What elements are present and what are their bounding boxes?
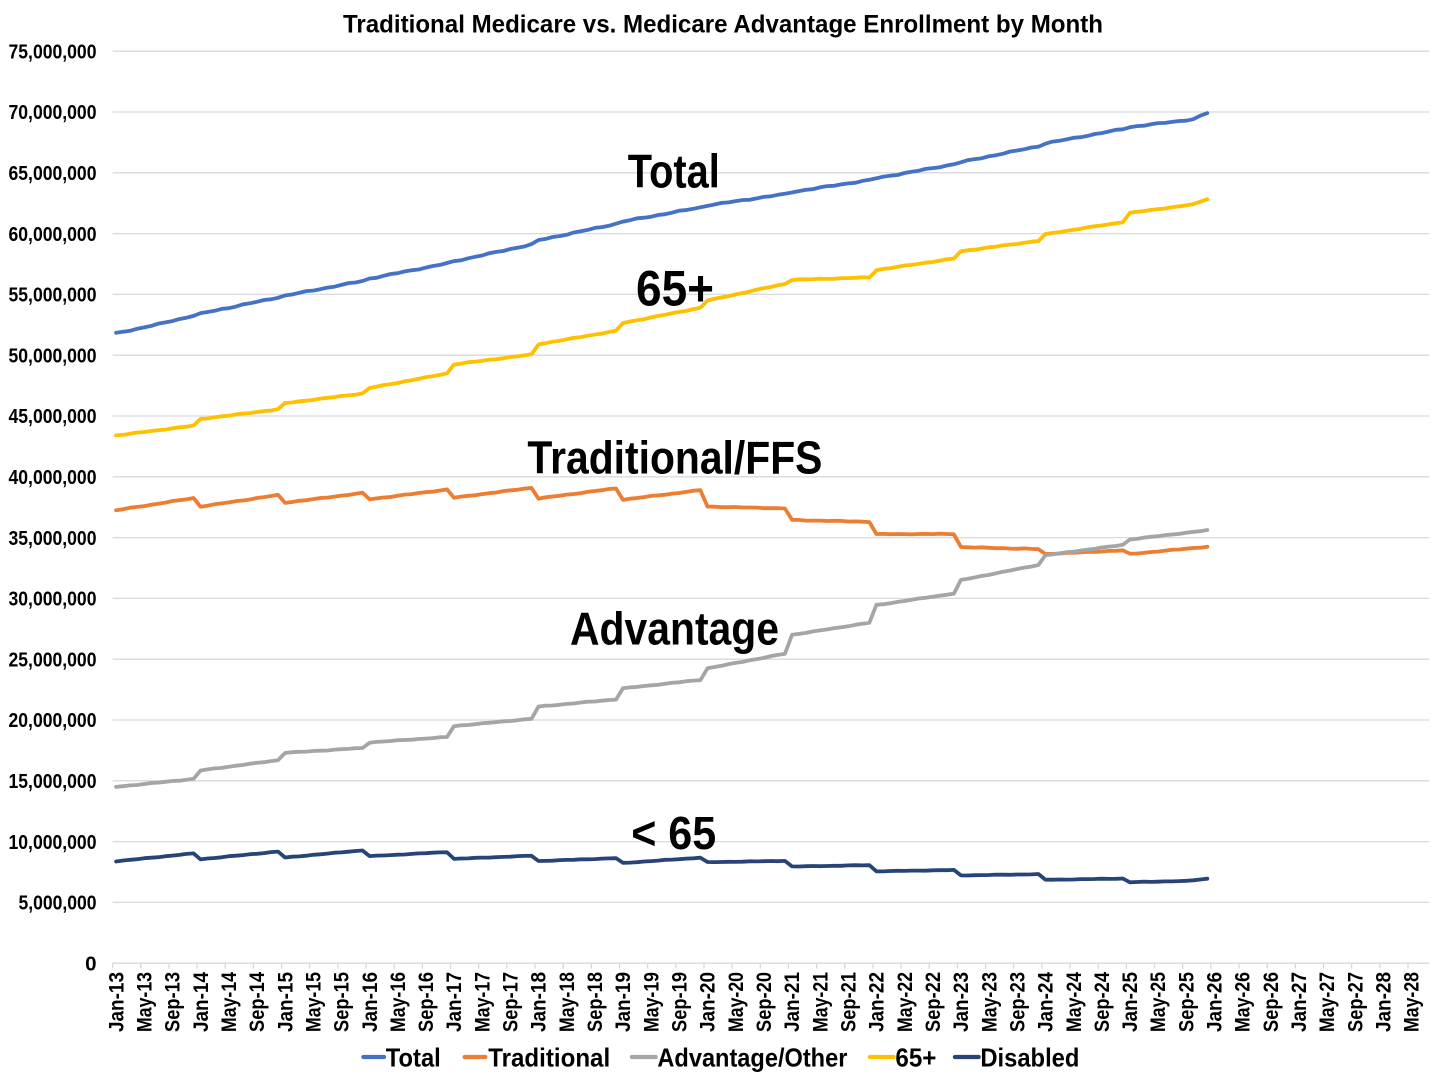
svg-text:May-22: May-22 bbox=[893, 972, 917, 1032]
svg-text:15,000,000: 15,000,000 bbox=[9, 770, 97, 793]
svg-text:Jan-25: Jan-25 bbox=[1118, 972, 1142, 1032]
svg-text:Advantage: Advantage bbox=[570, 603, 779, 655]
svg-text:Jan-13: Jan-13 bbox=[104, 972, 128, 1032]
svg-text:Sep-24: Sep-24 bbox=[1090, 972, 1114, 1032]
svg-text:Traditional: Traditional bbox=[488, 1043, 610, 1073]
svg-text:65+: 65+ bbox=[636, 260, 714, 316]
svg-text:Sep-27: Sep-27 bbox=[1343, 972, 1367, 1032]
svg-text:Jan-18: Jan-18 bbox=[527, 972, 551, 1032]
svg-text:May-23: May-23 bbox=[977, 972, 1001, 1032]
svg-text:May-20: May-20 bbox=[724, 972, 748, 1032]
svg-text:Sep-25: Sep-25 bbox=[1174, 972, 1198, 1032]
svg-text:35,000,000: 35,000,000 bbox=[9, 527, 97, 550]
svg-text:May-13: May-13 bbox=[133, 972, 157, 1032]
svg-text:70,000,000: 70,000,000 bbox=[9, 101, 97, 124]
svg-text:Sep-26: Sep-26 bbox=[1259, 972, 1283, 1032]
svg-text:May-15: May-15 bbox=[301, 972, 325, 1032]
svg-text:55,000,000: 55,000,000 bbox=[9, 284, 97, 307]
svg-text:Advantage/Other: Advantage/Other bbox=[657, 1043, 847, 1073]
svg-text:May-25: May-25 bbox=[1146, 972, 1170, 1032]
svg-text:Sep-15: Sep-15 bbox=[330, 972, 354, 1032]
svg-text:Disabled: Disabled bbox=[980, 1043, 1079, 1073]
svg-text:May-14: May-14 bbox=[217, 972, 241, 1032]
svg-text:25,000,000: 25,000,000 bbox=[9, 648, 97, 671]
svg-text:May-18: May-18 bbox=[555, 972, 579, 1032]
svg-text:May-26: May-26 bbox=[1231, 972, 1255, 1032]
svg-text:Sep-14: Sep-14 bbox=[245, 972, 269, 1032]
svg-text:5,000,000: 5,000,000 bbox=[19, 892, 97, 915]
svg-text:Sep-18: Sep-18 bbox=[583, 972, 607, 1032]
svg-text:Jan-27: Jan-27 bbox=[1287, 972, 1311, 1032]
svg-text:45,000,000: 45,000,000 bbox=[9, 405, 97, 428]
svg-text:Sep-13: Sep-13 bbox=[161, 972, 185, 1032]
svg-text:Jan-14: Jan-14 bbox=[189, 972, 213, 1032]
svg-text:May-17: May-17 bbox=[470, 972, 494, 1032]
svg-text:Jan-15: Jan-15 bbox=[273, 972, 297, 1032]
svg-text:10,000,000: 10,000,000 bbox=[9, 831, 97, 854]
svg-text:50,000,000: 50,000,000 bbox=[9, 344, 97, 367]
svg-text:May-19: May-19 bbox=[639, 972, 663, 1032]
svg-text:65,000,000: 65,000,000 bbox=[9, 162, 97, 185]
svg-text:May-24: May-24 bbox=[1062, 972, 1086, 1032]
svg-text:May-21: May-21 bbox=[808, 972, 832, 1032]
svg-text:0: 0 bbox=[85, 952, 96, 975]
svg-text:75,000,000: 75,000,000 bbox=[9, 40, 97, 63]
svg-text:Sep-23: Sep-23 bbox=[1005, 972, 1029, 1032]
svg-text:Jan-23: Jan-23 bbox=[949, 972, 973, 1032]
svg-text:Sep-17: Sep-17 bbox=[499, 972, 523, 1032]
svg-text:Jan-17: Jan-17 bbox=[442, 972, 466, 1032]
svg-text:Jan-21: Jan-21 bbox=[780, 972, 804, 1032]
svg-text:Jan-16: Jan-16 bbox=[358, 972, 382, 1032]
svg-text:Sep-21: Sep-21 bbox=[837, 972, 861, 1032]
svg-text:May-27: May-27 bbox=[1315, 972, 1339, 1032]
svg-text:Total: Total bbox=[386, 1043, 441, 1073]
svg-text:Sep-22: Sep-22 bbox=[921, 972, 945, 1032]
svg-text:Jan-20: Jan-20 bbox=[696, 972, 720, 1032]
svg-text:Jan-22: Jan-22 bbox=[865, 972, 889, 1032]
svg-text:40,000,000: 40,000,000 bbox=[9, 466, 97, 489]
svg-text:60,000,000: 60,000,000 bbox=[9, 223, 97, 246]
svg-text:65+: 65+ bbox=[895, 1043, 936, 1073]
svg-text:< 65: < 65 bbox=[631, 807, 716, 859]
svg-text:May-28: May-28 bbox=[1400, 972, 1424, 1032]
svg-text:Sep-20: Sep-20 bbox=[752, 972, 776, 1032]
svg-text:Jan-28: Jan-28 bbox=[1372, 972, 1396, 1032]
svg-text:30,000,000: 30,000,000 bbox=[9, 588, 97, 611]
svg-text:Jan-26: Jan-26 bbox=[1203, 972, 1227, 1032]
svg-text:20,000,000: 20,000,000 bbox=[9, 709, 97, 732]
svg-text:Jan-19: Jan-19 bbox=[611, 972, 635, 1032]
svg-text:Jan-24: Jan-24 bbox=[1034, 972, 1058, 1032]
svg-text:Total: Total bbox=[628, 145, 720, 198]
svg-text:May-16: May-16 bbox=[386, 972, 410, 1032]
svg-text:Traditional Medicare vs. Medic: Traditional Medicare vs. Medicare Advant… bbox=[343, 10, 1103, 38]
svg-text:Sep-16: Sep-16 bbox=[414, 972, 438, 1032]
svg-text:Sep-19: Sep-19 bbox=[668, 972, 692, 1032]
svg-text:Traditional/FFS: Traditional/FFS bbox=[527, 432, 822, 484]
